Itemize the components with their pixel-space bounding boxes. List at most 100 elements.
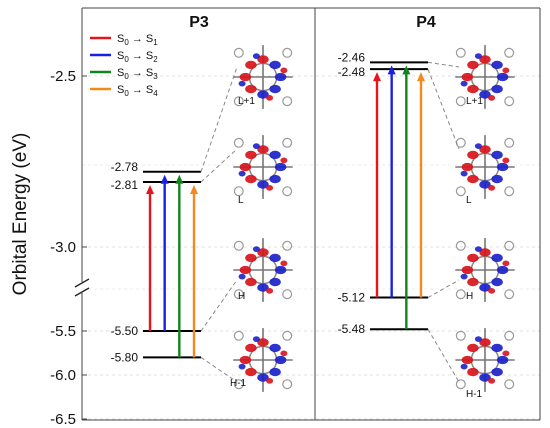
orbital-lobe — [491, 150, 503, 160]
orbital-lobe — [491, 60, 503, 70]
orbital-lobe — [474, 143, 482, 149]
orbital-label: H-1 — [230, 378, 247, 389]
orbital-lobe — [245, 60, 257, 70]
phenyl-ring — [504, 330, 515, 341]
orbital-label: L — [238, 195, 244, 206]
orbital-lobe — [479, 338, 491, 347]
transition-arrowhead — [146, 185, 154, 195]
orbital-picture — [455, 328, 515, 392]
orbital-lobe — [257, 283, 269, 292]
orbital-connector — [200, 148, 238, 183]
orbital-lobe — [467, 174, 479, 184]
orbital-lobe — [239, 72, 252, 82]
orbital-lobe — [474, 336, 482, 342]
orbital-lobe — [467, 150, 479, 160]
orbital-connector — [427, 328, 460, 383]
orbital-label: L+1 — [466, 96, 483, 107]
orbital-lobe — [239, 162, 252, 172]
orbital-lobe — [460, 363, 468, 370]
transition-arrowhead — [387, 65, 396, 75]
phenyl-ring — [282, 96, 293, 107]
orbital-lobe — [461, 162, 474, 172]
orbital-label: H — [466, 291, 473, 302]
phenyl-ring — [282, 240, 293, 251]
y-tick-label: -2.5 — [50, 68, 76, 85]
orbital-lobe — [257, 55, 269, 64]
transition-arrowhead — [402, 65, 411, 75]
orbital-lobe — [467, 253, 479, 263]
orbital-lobe — [269, 343, 281, 353]
orbital-lobe — [502, 67, 510, 74]
orbital-lobe — [460, 80, 468, 87]
orbital-lobe — [280, 350, 288, 357]
orbital-lobe — [488, 95, 496, 101]
panel-title: P3 — [189, 14, 209, 31]
orbital-lobe — [269, 277, 281, 287]
phenyl-ring — [282, 330, 293, 341]
transition-arrowhead — [417, 72, 425, 82]
orbital-lobe — [252, 143, 260, 149]
orbital-lobe — [467, 343, 479, 353]
phenyl-ring — [455, 379, 466, 390]
phenyl-ring — [455, 96, 466, 107]
orbital-label: H — [238, 291, 245, 302]
orbital-lobe — [491, 343, 503, 353]
phenyl-ring — [282, 289, 293, 300]
orbital-lobe — [269, 60, 281, 70]
orbital-lobe — [238, 80, 246, 87]
phenyl-ring — [504, 137, 515, 148]
orbital-lobe — [502, 260, 510, 267]
orbital-lobe — [496, 265, 509, 275]
orbital-lobe — [269, 84, 281, 94]
orbital-lobe — [257, 145, 269, 154]
orbital-lobe — [239, 265, 252, 275]
orbital-lobe — [269, 367, 281, 377]
orbital-lobe — [266, 185, 274, 191]
orbital-lobe — [496, 162, 509, 172]
energy-level-label: -2.46 — [338, 50, 366, 64]
y-tick-label: -6.5 — [50, 411, 76, 428]
orbital-picture — [233, 238, 293, 302]
orbital-connector — [427, 68, 460, 150]
orbital-lobe — [280, 67, 288, 74]
orbital-lobe — [461, 355, 474, 365]
orbital-lobe — [467, 367, 479, 377]
orbital-lobe — [491, 367, 503, 377]
phenyl-ring — [233, 289, 244, 300]
phenyl-ring — [233, 330, 244, 341]
orbital-lobe — [488, 288, 496, 294]
phenyl-ring — [233, 240, 244, 251]
orbital-lobe — [238, 363, 246, 370]
orbital-lobe — [245, 84, 257, 94]
orbital-lobe — [479, 373, 491, 382]
panel-title: P4 — [416, 14, 436, 31]
orbital-lobe — [274, 72, 287, 82]
orbital-lobe — [461, 72, 474, 82]
orbital-lobe — [280, 260, 288, 267]
orbital-lobe — [245, 174, 257, 184]
orbital-lobe — [257, 338, 269, 347]
orbital-lobe — [467, 277, 479, 287]
phenyl-ring — [504, 47, 515, 58]
phenyl-ring — [233, 186, 244, 197]
orbital-lobe — [491, 174, 503, 184]
orbital-lobe — [257, 248, 269, 257]
orbital-lobe — [252, 53, 260, 59]
orbital-lobe — [491, 84, 503, 94]
energy-level-label: -5.80 — [111, 350, 139, 364]
legend-label: S0 → S4 — [117, 84, 158, 98]
orbital-lobe — [257, 90, 269, 99]
phenyl-ring — [455, 330, 466, 341]
orbital-picture — [455, 238, 515, 302]
orbital-label: H-1 — [466, 389, 483, 400]
orbital-lobe — [245, 367, 257, 377]
orbital-lobe — [269, 253, 281, 263]
orbital-label: L — [466, 195, 472, 206]
transition-arrowhead — [373, 72, 381, 82]
phenyl-ring — [504, 186, 515, 197]
orbital-lobe — [245, 277, 257, 287]
phenyl-ring — [455, 289, 466, 300]
energy-level-label: -2.78 — [111, 160, 139, 174]
orbital-lobe — [269, 174, 281, 184]
orbital-lobe — [479, 90, 491, 99]
